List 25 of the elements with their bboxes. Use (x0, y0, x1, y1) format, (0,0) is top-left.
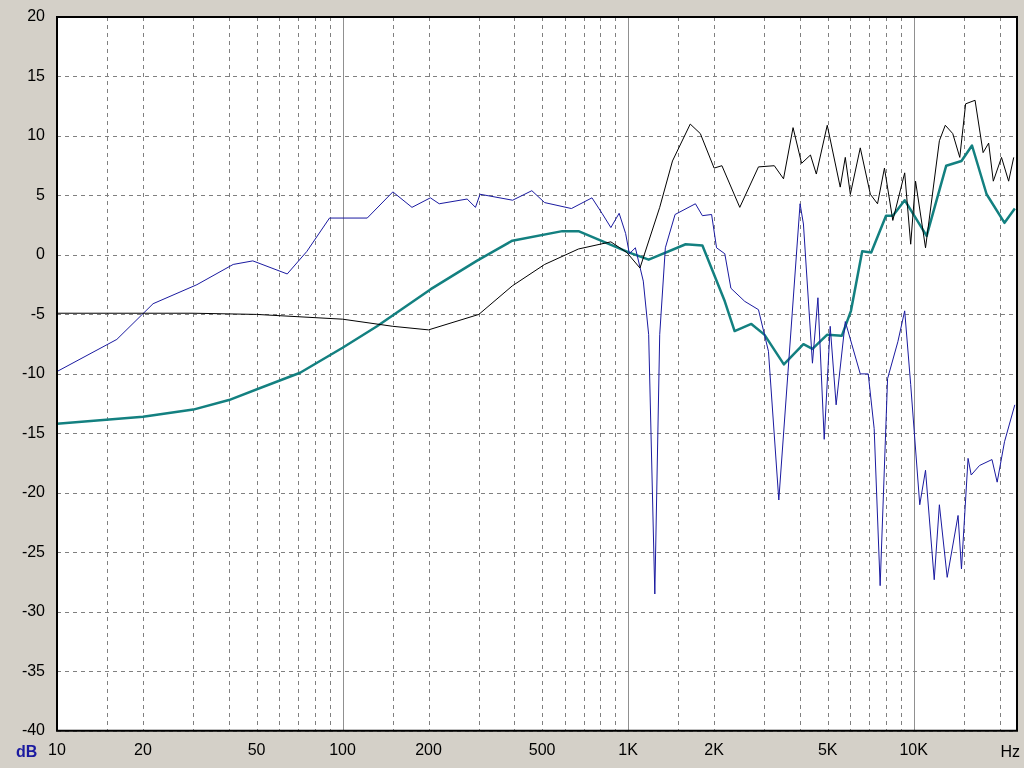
x-tick-label: 5K (817, 740, 838, 758)
y-tick-label: 0 (36, 245, 46, 263)
x-tick-label: 1K (618, 740, 639, 758)
y-tick-label: -20 (21, 483, 46, 501)
y-tick-label: -40 (21, 721, 46, 739)
y-axis-title: dB (16, 743, 38, 761)
x-tick-label: 100 (329, 740, 357, 758)
y-tick-label: 20 (27, 7, 46, 25)
x-tick-label: 200 (415, 740, 442, 758)
y-tick-label: -25 (21, 542, 46, 560)
y-tick-label: -35 (21, 661, 46, 679)
x-axis-title: Hz (1000, 743, 1020, 761)
x-tick-label: 10 (48, 740, 66, 758)
x-tick-label: 50 (247, 740, 266, 758)
x-tick-label: 2K (704, 740, 725, 758)
y-tick-label: -30 (21, 602, 46, 620)
x-tick-label: 10K (899, 740, 929, 758)
x-tick-label: 500 (528, 740, 556, 758)
y-tick-label: 10 (27, 126, 46, 144)
y-tick-label: 15 (27, 66, 46, 84)
x-tick-label: 20 (134, 740, 152, 758)
y-tick-label: -15 (21, 423, 46, 441)
y-tick-label: -5 (30, 304, 46, 322)
y-tick-label: -10 (21, 364, 46, 382)
y-tick-label: 5 (36, 185, 46, 203)
